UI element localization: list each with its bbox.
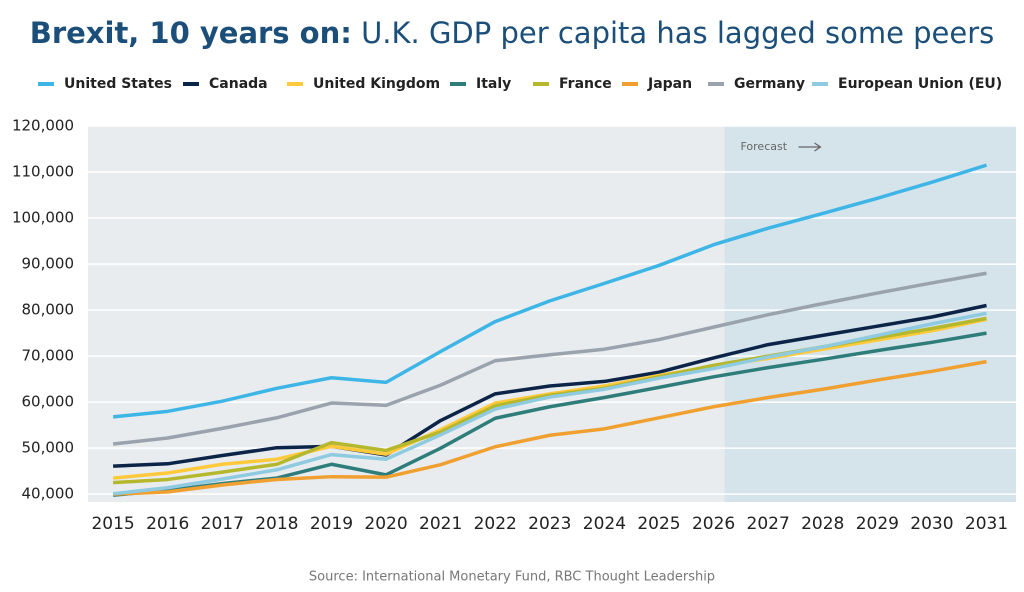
legend-label: United Kingdom — [313, 76, 440, 92]
x-tick-label: 2019 — [310, 514, 353, 534]
series-line — [112, 163, 988, 419]
title-lead: Brexit, 10 years on: — [30, 16, 352, 50]
y-tick-label: 80,000 — [22, 301, 75, 319]
legend-label: United States — [64, 76, 172, 92]
x-tick-label: 2027 — [747, 514, 790, 534]
y-tick-label: 50,000 — [22, 439, 75, 457]
source: Source: International Monetary Fund, RBC… — [309, 570, 715, 585]
x-tick-label: 2026 — [692, 514, 735, 534]
series-line — [112, 271, 987, 446]
series-line — [113, 303, 987, 468]
x-tick-label: 2015 — [91, 514, 134, 534]
forecast-label: Forecast — [740, 140, 787, 153]
x-tick-label: 2025 — [637, 514, 680, 534]
title-text: U.K. GDP per capita has lagged some peer… — [361, 16, 994, 50]
x-tick-label: 2029 — [856, 514, 899, 534]
y-tick-label: 110,000 — [12, 163, 74, 181]
forecast-arrow — [798, 142, 822, 152]
x-tick-label: 2023 — [528, 514, 571, 534]
legend-label: France — [559, 76, 612, 92]
y-tick-label: 120,000 — [12, 117, 74, 135]
series-line — [112, 311, 987, 496]
x-tick-label: 2016 — [146, 514, 189, 534]
x-tick-label: 2028 — [801, 514, 844, 534]
chart-title: Brexit, 10 years on: U.K. GDP per capita… — [30, 16, 995, 50]
y-tick-label: 40,000 — [22, 485, 75, 503]
x-tick-label: 2017 — [201, 514, 244, 534]
legend-label: Germany — [734, 76, 805, 92]
legend-label: European Union (EU) — [838, 76, 1002, 92]
y-tick-label: 90,000 — [22, 255, 75, 273]
x-tick-label: 2020 — [364, 514, 407, 534]
legend-label: Japan — [647, 76, 692, 92]
y-tick-label: 70,000 — [22, 347, 75, 365]
legend-label: Italy — [476, 76, 511, 92]
legend-label: Canada — [209, 76, 268, 92]
series-line — [113, 359, 987, 496]
x-tick-label: 2024 — [583, 514, 626, 534]
x-tick-label: 2018 — [255, 514, 298, 534]
y-tick-label: 100,000 — [12, 209, 74, 227]
y-tick-label: 60,000 — [22, 393, 75, 411]
x-tick-label: 2030 — [910, 514, 953, 534]
x-tick-label: 2031 — [965, 514, 1008, 534]
x-tick-label: 2021 — [419, 514, 462, 534]
x-tick-label: 2022 — [474, 514, 517, 534]
